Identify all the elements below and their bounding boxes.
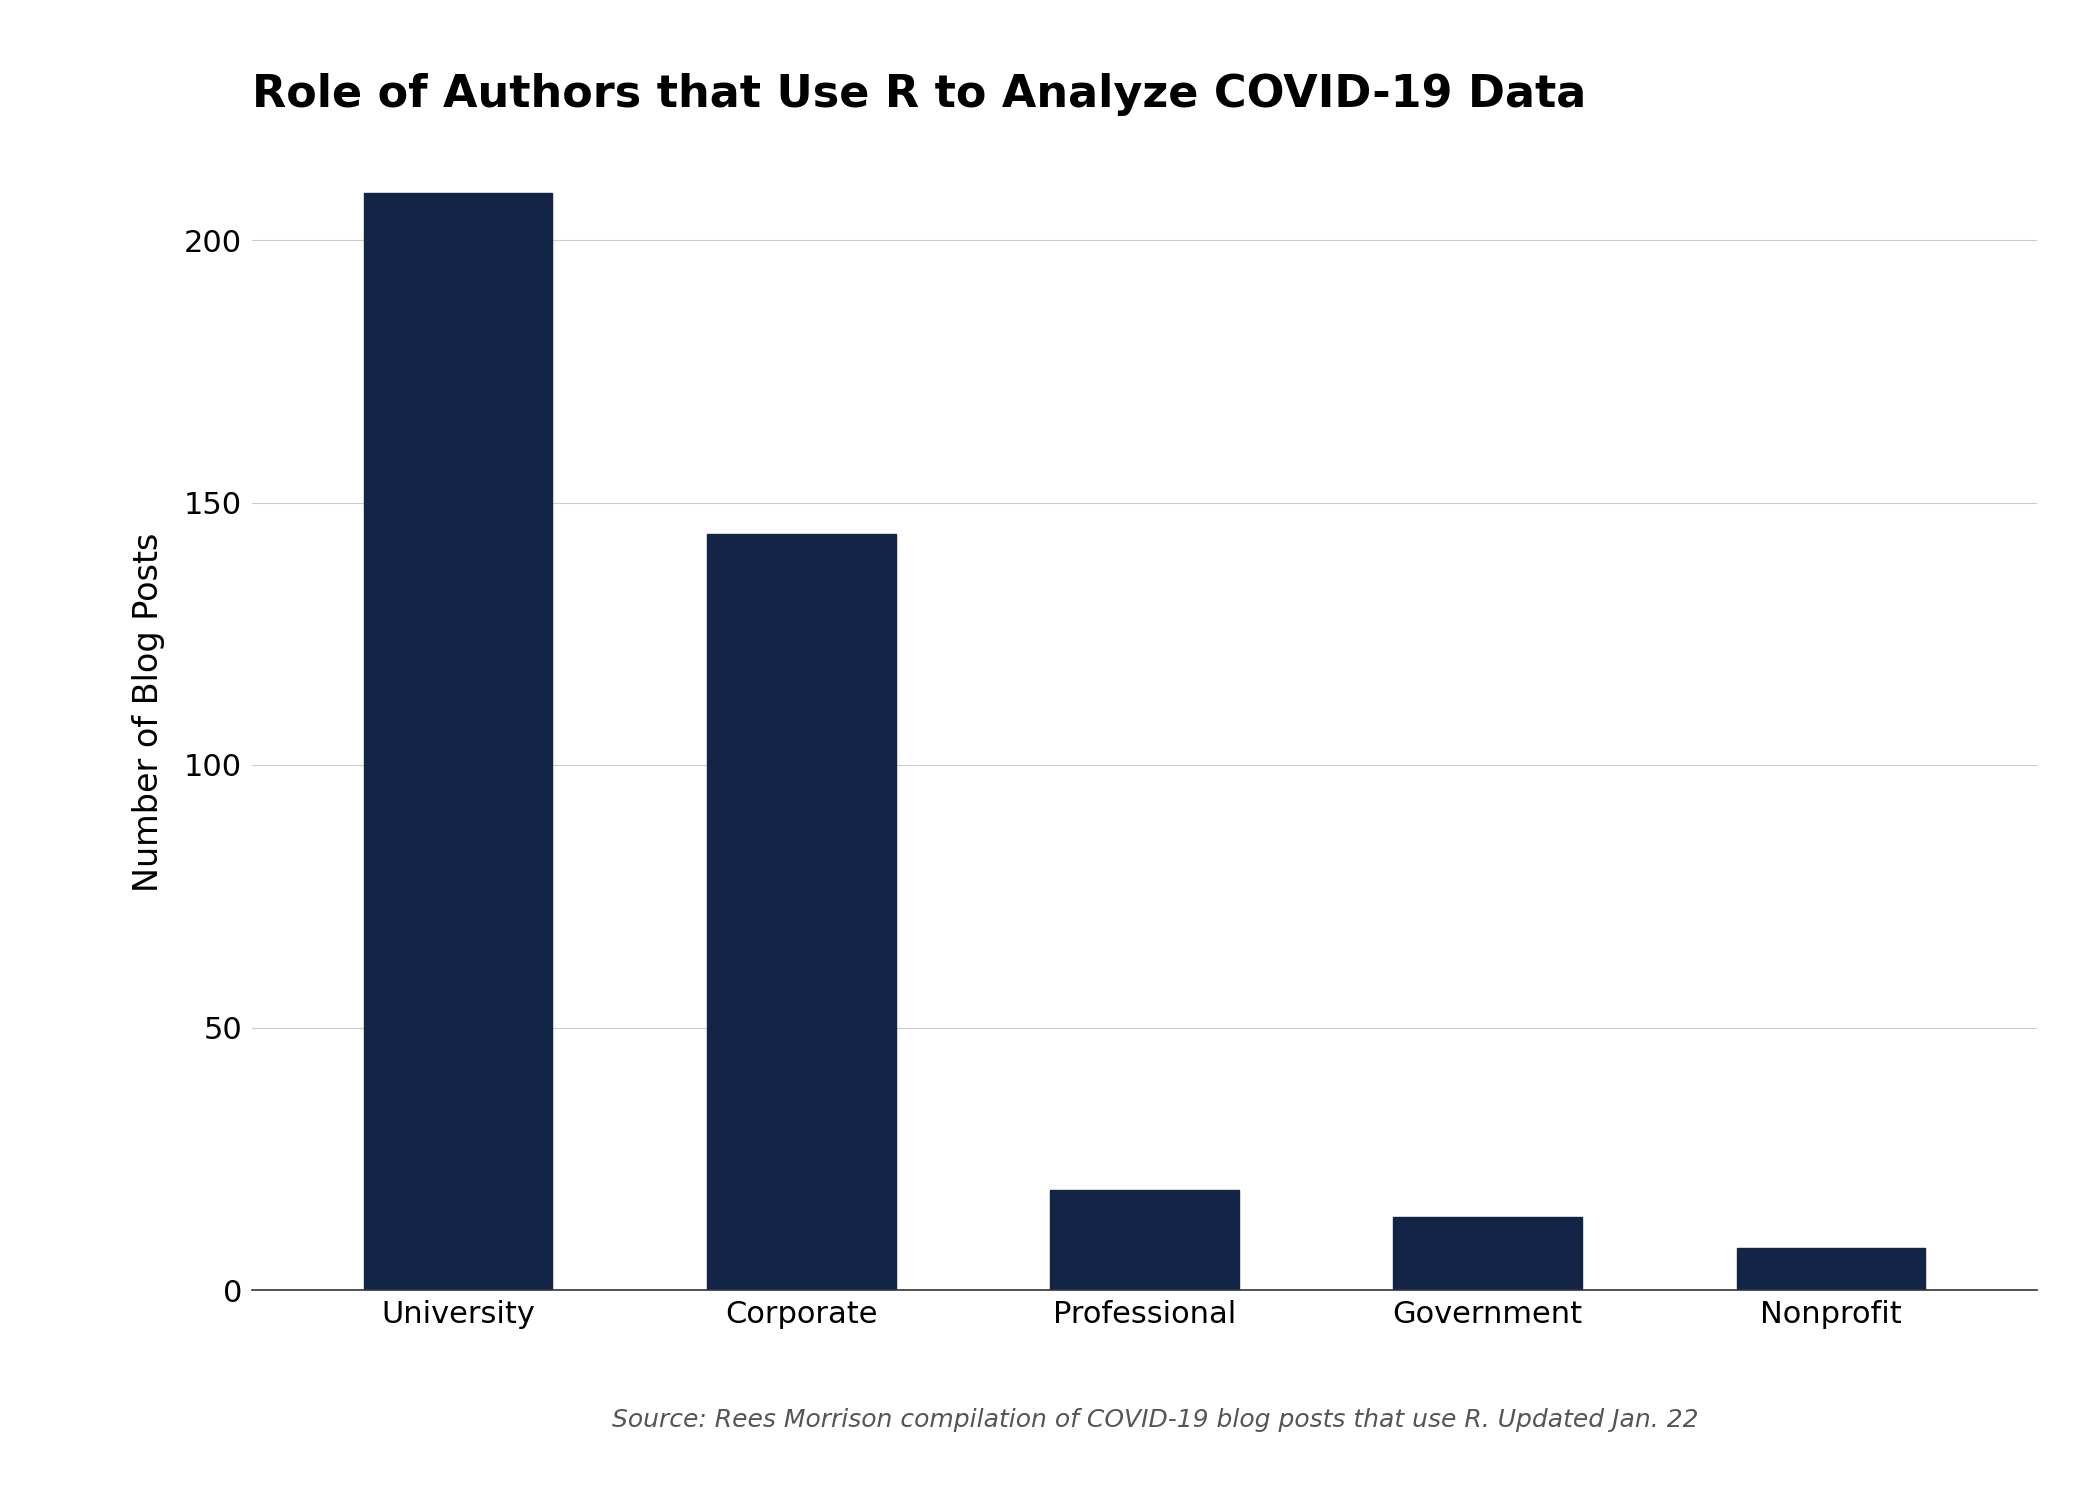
Y-axis label: Number of Blog Posts: Number of Blog Posts [132,532,164,892]
Bar [708,534,895,1290]
Text: Source: Rees Morrison compilation of COVID-19 blog posts that use R. Updated Jan: Source: Rees Morrison compilation of COV… [611,1408,1699,1432]
Bar [1737,1248,1926,1290]
Text: Role of Authors that Use R to Analyze COVID-19 Data: Role of Authors that Use R to Analyze CO… [252,74,1586,116]
Bar [1050,1191,1239,1290]
Bar [363,194,552,1290]
Bar [1394,1216,1581,1290]
